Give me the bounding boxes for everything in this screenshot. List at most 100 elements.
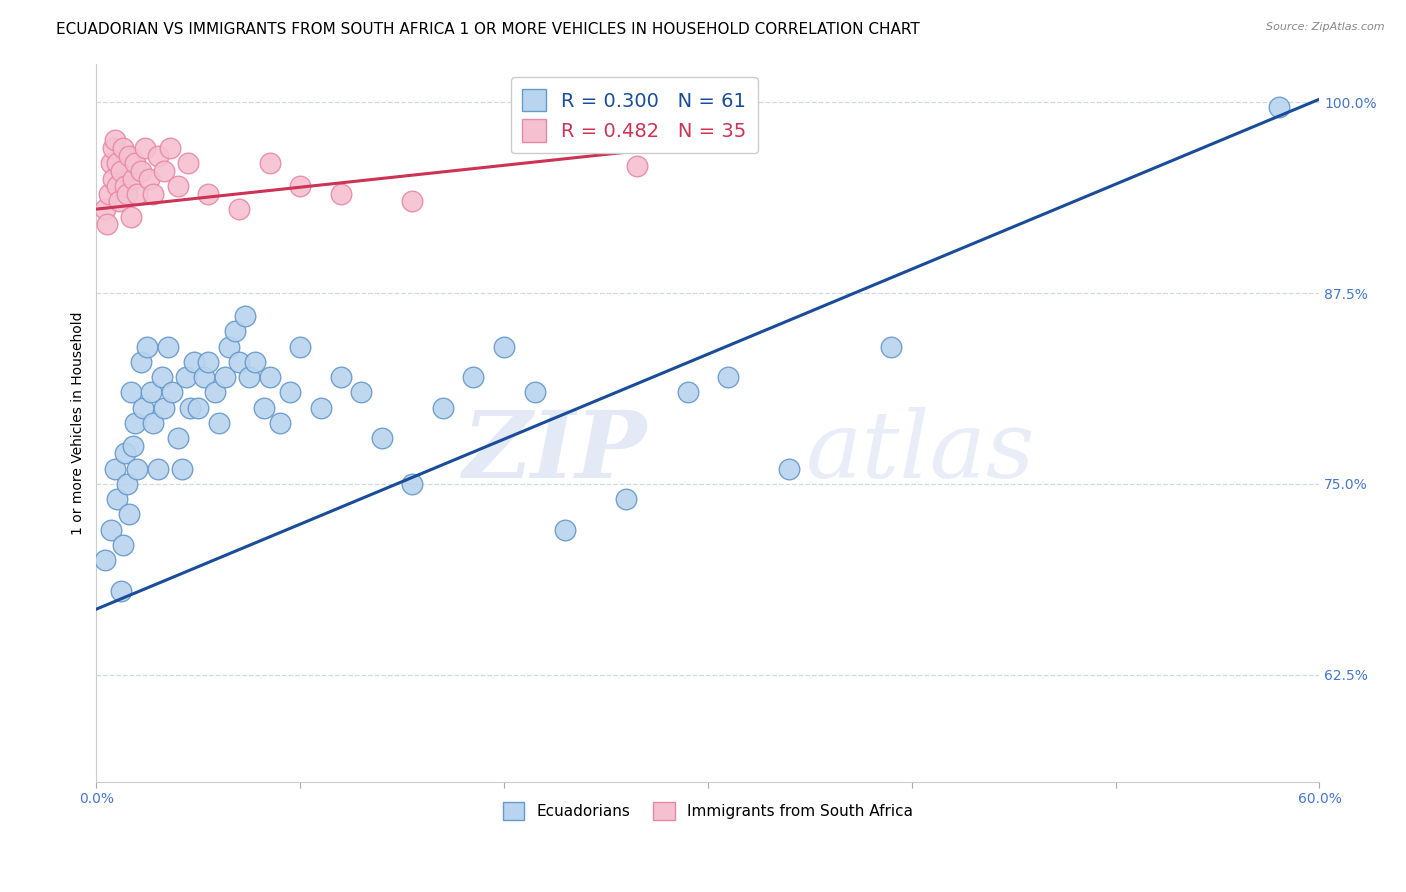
Text: ZIP: ZIP <box>463 407 647 497</box>
Point <box>187 401 209 415</box>
Point <box>93 553 115 567</box>
Point <box>115 186 138 201</box>
Point <box>118 149 141 163</box>
Point <box>177 156 200 170</box>
Point <box>330 186 353 201</box>
Point <box>152 401 174 415</box>
Point <box>101 171 124 186</box>
Point <box>523 385 546 400</box>
Point <box>146 149 169 163</box>
Point <box>96 218 118 232</box>
Point <box>432 401 454 415</box>
Point <box>676 385 699 400</box>
Y-axis label: 1 or more Vehicles in Household: 1 or more Vehicles in Household <box>72 311 86 534</box>
Point <box>93 202 115 216</box>
Point <box>167 431 190 445</box>
Point <box>110 164 132 178</box>
Point <box>111 141 134 155</box>
Point <box>129 355 152 369</box>
Point <box>104 133 127 147</box>
Point <box>114 446 136 460</box>
Point <box>156 339 179 353</box>
Point <box>218 339 240 353</box>
Point <box>371 431 394 445</box>
Point <box>114 179 136 194</box>
Point <box>401 194 423 209</box>
Point <box>97 186 120 201</box>
Point <box>141 385 163 400</box>
Point <box>554 523 576 537</box>
Point <box>245 355 267 369</box>
Point <box>252 401 274 415</box>
Point <box>105 492 128 507</box>
Point <box>290 339 312 353</box>
Point <box>224 324 246 338</box>
Point <box>208 416 231 430</box>
Point <box>167 179 190 194</box>
Point <box>778 461 800 475</box>
Point <box>101 141 124 155</box>
Point <box>259 156 281 170</box>
Point <box>122 439 145 453</box>
Point <box>122 171 145 186</box>
Legend: Ecuadorians, Immigrants from South Africa: Ecuadorians, Immigrants from South Afric… <box>496 796 920 826</box>
Point <box>494 339 516 353</box>
Text: ECUADORIAN VS IMMIGRANTS FROM SOUTH AFRICA 1 OR MORE VEHICLES IN HOUSEHOLD CORRE: ECUADORIAN VS IMMIGRANTS FROM SOUTH AFRI… <box>56 22 920 37</box>
Point <box>105 179 128 194</box>
Point <box>290 179 312 194</box>
Point <box>111 538 134 552</box>
Point <box>115 477 138 491</box>
Point <box>150 370 173 384</box>
Point <box>233 309 256 323</box>
Point <box>118 508 141 522</box>
Point <box>269 416 291 430</box>
Point <box>170 461 193 475</box>
Point <box>159 141 181 155</box>
Point <box>626 159 648 173</box>
Point <box>127 186 149 201</box>
Text: Source: ZipAtlas.com: Source: ZipAtlas.com <box>1267 22 1385 32</box>
Point <box>105 156 128 170</box>
Point <box>278 385 301 400</box>
Point <box>238 370 260 384</box>
Point <box>146 461 169 475</box>
Point <box>193 370 215 384</box>
Point <box>228 202 250 216</box>
Point <box>107 194 129 209</box>
Point <box>138 171 160 186</box>
Point <box>110 583 132 598</box>
Point <box>179 401 201 415</box>
Point <box>259 370 281 384</box>
Point <box>204 385 226 400</box>
Point <box>197 355 219 369</box>
Point <box>142 416 165 430</box>
Point <box>174 370 197 384</box>
Point <box>614 492 637 507</box>
Point <box>717 370 740 384</box>
Point <box>197 186 219 201</box>
Point <box>124 156 146 170</box>
Point <box>127 461 149 475</box>
Point <box>132 401 155 415</box>
Point <box>183 355 205 369</box>
Point <box>136 339 159 353</box>
Point <box>401 477 423 491</box>
Point <box>463 370 485 384</box>
Point <box>100 523 122 537</box>
Point <box>152 164 174 178</box>
Point <box>160 385 183 400</box>
Point <box>142 186 165 201</box>
Point <box>228 355 250 369</box>
Point <box>124 416 146 430</box>
Point <box>129 164 152 178</box>
Point <box>350 385 373 400</box>
Point <box>214 370 236 384</box>
Point <box>330 370 353 384</box>
Point <box>100 156 122 170</box>
Point <box>120 210 142 224</box>
Point <box>104 461 127 475</box>
Text: atlas: atlas <box>806 407 1035 497</box>
Point <box>880 339 903 353</box>
Point <box>134 141 156 155</box>
Point <box>1267 100 1289 114</box>
